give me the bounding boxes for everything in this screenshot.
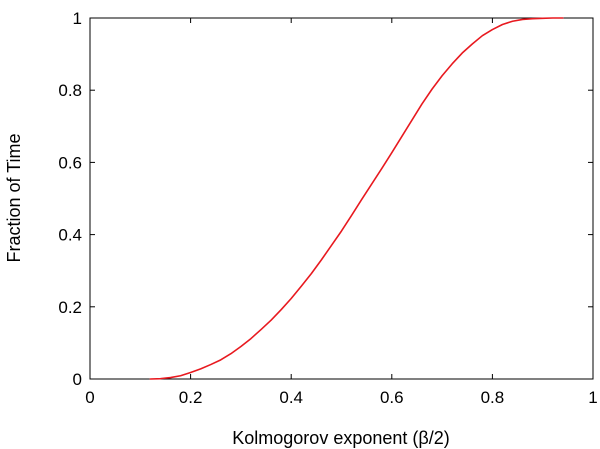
y-tick-label: 0 — [73, 370, 82, 389]
y-tick-label: 0.6 — [58, 153, 82, 172]
axis-tick-labels: 0 0.2 0.4 0.6 0.8 1 0 0.2 0.4 0.6 0.8 1 — [58, 9, 597, 407]
y-axis-label: Fraction of Time — [4, 133, 24, 262]
x-tick-label: 0.8 — [481, 388, 505, 407]
series-layer — [149, 17, 564, 380]
x-tick-label: 0 — [85, 388, 94, 407]
y-tick-label: 0.4 — [58, 226, 82, 245]
plot-frame — [89, 17, 594, 380]
x-tick-label: 1 — [588, 388, 597, 407]
x-tick-label: 0.4 — [279, 388, 303, 407]
axis-ticks — [89, 17, 594, 380]
y-tick-label: 0.8 — [58, 81, 82, 100]
x-tick-label: 0.6 — [380, 388, 404, 407]
x-tick-label: 0.2 — [179, 388, 203, 407]
x-axis-label: Kolmogorov exponent (β/2) — [232, 428, 449, 448]
series-line-0 — [149, 17, 564, 380]
y-tick-label: 0.2 — [58, 298, 82, 317]
y-tick-label: 1 — [73, 9, 82, 28]
